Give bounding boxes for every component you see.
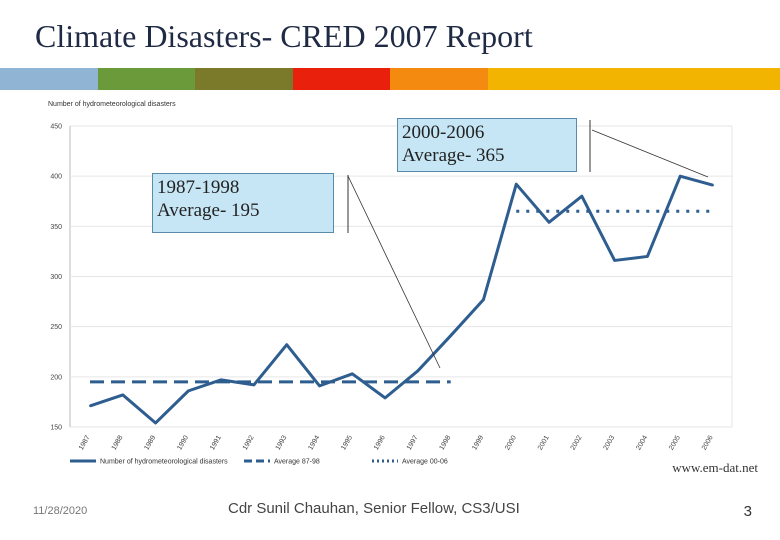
callout-early-period: 1987-1998 [157,177,240,198]
slide-title: Climate Disasters- CRED 2007 Report [35,18,533,54]
x-tick-label: 1993 [275,434,289,451]
callout-2000-2006-average: 2000-2006 Average- 365 [397,118,577,172]
stripe-segment [585,68,683,90]
x-tick-label: 2003 [603,434,617,451]
data-point [121,393,124,396]
x-tick-label: 1999 [471,434,485,451]
data-point [679,175,682,178]
callout-early-average: Average- 195 [157,200,260,221]
x-tick-label: 1989 [143,434,157,451]
data-point [548,221,551,224]
y-axis-label: Number of hydrometeorological disasters [48,101,176,108]
legend-label: Number of hydrometeorological disasters [100,459,228,466]
x-tick-label: 1991 [209,434,223,451]
y-tick-label: 200 [50,374,62,381]
x-tick-label: 1990 [176,434,190,451]
data-point [449,334,452,337]
x-tick-label: 2006 [701,434,715,451]
data-point [89,404,91,407]
stripe-segment [390,68,488,90]
x-tick-label: 1992 [242,434,256,451]
slide-number: 3 [743,503,752,520]
data-point [580,195,583,198]
footer-author: Cdr Sunil Chauhan, Senior Fellow, CS3/US… [228,500,520,517]
x-tick-label: 1987 [78,434,92,451]
data-point [285,343,288,346]
y-tick-label: 350 [50,224,62,231]
callout-pointer-late [591,129,709,178]
legend-label: Average 87-98 [274,459,320,466]
data-point [252,383,255,386]
data-point [187,389,190,392]
data-point [515,183,518,186]
stripe-segment [97,68,195,90]
stripe-segment [682,68,780,90]
series-line-disasters [89,174,714,425]
callout-1987-1998-average: 1987-1998 Average- 195 [152,173,334,233]
data-point [416,369,419,372]
data-point [384,396,387,399]
y-tick-label: 450 [50,124,62,131]
x-tick-label: 1994 [307,434,321,451]
data-point [712,184,714,187]
legend-label: Average 00-06 [402,459,448,466]
x-tick-label: 2001 [537,434,551,451]
y-tick-label: 150 [50,425,62,432]
stripe-segment [195,68,293,90]
data-point [646,255,649,258]
y-tick-label: 400 [50,174,62,181]
x-tick-label: 1996 [373,434,387,451]
callout-pointer-early [347,175,441,369]
x-tick-label: 1995 [340,434,354,451]
callout-late-period: 2000-2006 [402,122,485,143]
data-point [482,298,485,301]
y-tick-label: 250 [50,324,62,331]
x-tick-label: 2000 [504,434,518,451]
stripe-segment [0,68,98,90]
x-tick-label: 2002 [570,434,584,451]
data-point [351,372,354,375]
data-point [613,259,616,262]
data-point [318,384,321,387]
x-tick-label: 1988 [111,434,125,451]
stripe-segment [487,68,585,90]
x-tick-label: 2005 [668,434,682,451]
stripe-segment [292,68,390,90]
y-tick-label: 300 [50,274,62,281]
x-tick-label: 1997 [406,434,420,451]
source-credit: www.em-dat.net [672,460,758,475]
callout-late-average: Average- 365 [402,145,505,166]
footer-date: 11/28/2020 [33,505,88,517]
x-tick-label: 2004 [635,434,649,451]
data-point [154,421,157,424]
color-stripe-bar [0,68,780,90]
data-point [220,378,223,381]
x-tick-label: 1998 [439,434,453,451]
